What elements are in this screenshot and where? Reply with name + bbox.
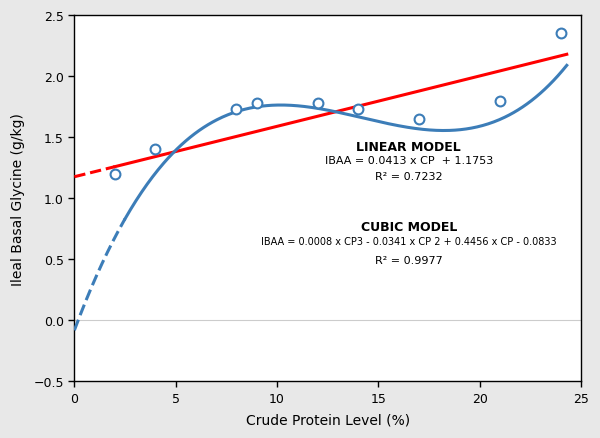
Point xyxy=(252,100,262,107)
Text: R² = 0.9977: R² = 0.9977 xyxy=(375,256,443,266)
Text: LINEAR MODEL: LINEAR MODEL xyxy=(356,140,461,153)
Text: IBAA = 0.0008 x CP3 - 0.0341 x CP 2 + 0.4456 x CP - 0.0833: IBAA = 0.0008 x CP3 - 0.0341 x CP 2 + 0.… xyxy=(261,237,557,247)
Y-axis label: Ileal Basal Glycine (g/kg): Ileal Basal Glycine (g/kg) xyxy=(11,113,25,285)
Point xyxy=(495,98,505,105)
Text: R² = 0.7232: R² = 0.7232 xyxy=(375,172,443,182)
Text: IBAA = 0.0413 x CP  + 1.1753: IBAA = 0.0413 x CP + 1.1753 xyxy=(325,156,493,166)
Point xyxy=(556,31,565,38)
Point xyxy=(151,146,160,153)
X-axis label: Crude Protein Level (%): Crude Protein Level (%) xyxy=(245,413,410,427)
Point xyxy=(353,106,363,113)
Point xyxy=(232,106,241,113)
Point xyxy=(313,100,322,107)
Text: CUBIC MODEL: CUBIC MODEL xyxy=(361,221,457,233)
Point xyxy=(414,116,424,123)
Point xyxy=(110,171,119,178)
